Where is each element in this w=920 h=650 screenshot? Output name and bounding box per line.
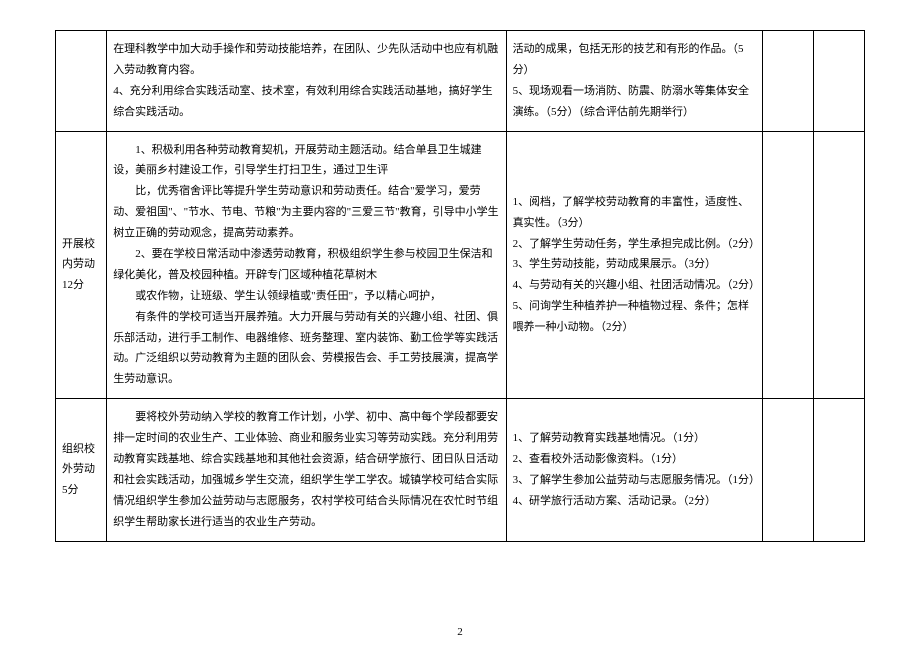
evaluation-table: 在理科教学中加大动手操作和劳动技能培养，在团队、少先队活动中也应有机融入劳动教育… [55,30,865,542]
empty-cell [813,31,864,132]
row-label [56,31,107,132]
row-criteria: 1、了解劳动教育实践基地情况。（1分）2、查看校外活动影像资料。（1分）3、了解… [506,399,762,541]
table-row: 组织校外劳动5分 要将校外劳动纳入学校的教育工作计划，小学、初中、高中每个学段都… [56,399,865,541]
row-description: 1、积极利用各种劳动教育契机，开展劳动主题活动。结合单县卫生城建设，美丽乡村建设… [107,131,506,399]
empty-cell [762,399,813,541]
row-description: 要将校外劳动纳入学校的教育工作计划，小学、初中、高中每个学段都要安排一定时间的农… [107,399,506,541]
empty-cell [762,31,813,132]
row-description: 在理科教学中加大动手操作和劳动技能培养，在团队、少先队活动中也应有机融入劳动教育… [107,31,506,132]
row-label: 组织校外劳动5分 [56,399,107,541]
table-row: 在理科教学中加大动手操作和劳动技能培养，在团队、少先队活动中也应有机融入劳动教育… [56,31,865,132]
row-criteria: 活动的成果，包括无形的技艺和有形的作品。（5分）5、现场观看一场消防、防震、防溺… [506,31,762,132]
row-criteria: 1、阅档，了解学校劳动教育的丰富性，适度性、真实性。（3分）2、了解学生劳动任务… [506,131,762,399]
empty-cell [813,399,864,541]
empty-cell [762,131,813,399]
page-number: 2 [0,626,920,638]
row-label: 开展校内劳动12分 [56,131,107,399]
empty-cell [813,131,864,399]
table-row: 开展校内劳动12分 1、积极利用各种劳动教育契机，开展劳动主题活动。结合单县卫生… [56,131,865,399]
